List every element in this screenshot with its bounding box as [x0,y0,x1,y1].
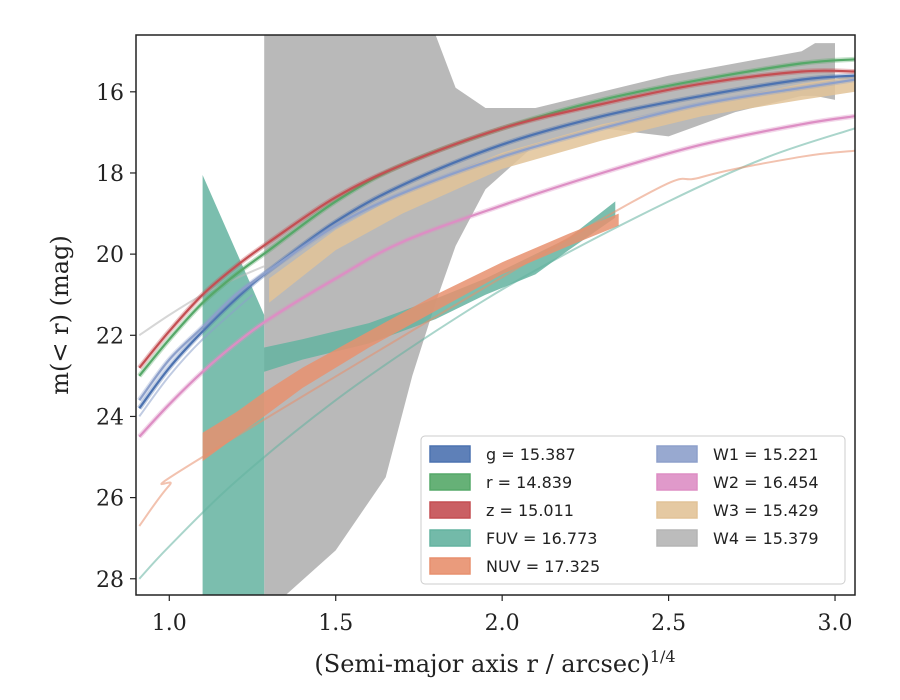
band-layer [202,35,855,595]
legend-box [420,435,846,585]
y-tick-label: 16 [96,81,124,106]
legend-label-nuv: NUV = 17.325 [486,557,600,576]
y-tick-label: 20 [96,243,124,268]
y-tick-label: 28 [96,568,124,593]
band-w3 [269,75,855,303]
faint-line-fuv [138,127,855,580]
band-fuv [202,175,616,595]
x-tick-label: 1.5 [318,611,353,636]
x-tick-label: 1.0 [152,611,187,636]
y-tick-label: 22 [96,324,124,349]
series-line-z [138,69,855,369]
series-line-w2 [138,115,855,438]
legend-label-z: z = 15.011 [486,501,574,520]
legend-swatch-nuv [429,557,471,575]
legend-label-w1: W1 = 15.221 [713,445,819,464]
y-axis-title: m(< r) (mag) [46,235,74,394]
x-tick-label: 2.0 [485,611,520,636]
band-nuv [202,213,619,462]
legend-label-g: g = 15.387 [486,445,576,464]
legend-swatch-g [429,445,471,463]
legend-label-w3: W3 = 15.429 [713,501,819,520]
legend-label-r: r = 14.839 [486,473,572,492]
legend-swatch-w3 [656,501,698,519]
legend-swatch-w2 [656,473,698,491]
y-tick-label: 24 [96,405,124,430]
y-tick-label: 26 [96,487,124,512]
series-line-g [138,74,855,409]
x-axis-title: (Semi-major axis r / arcsec)1/4 [314,647,675,678]
y-tick-label: 18 [96,162,124,187]
legend-swatch-w1 [656,445,698,463]
legend-label-w4: W4 = 15.379 [713,529,819,548]
x-axis: 1.0 1.5 2.0 2.5 3.0 [152,595,853,636]
legend-label-w2: W2 = 16.454 [713,473,819,492]
line-layer [137,56,855,580]
series-line-w1 [138,78,855,401]
plot-frame [135,34,856,596]
faint-line-w1 [138,293,254,417]
legend: g = 15.387 r = 14.839 z = 15.011 FUV = 16.7… [420,435,846,585]
legend-swatch-fuv [429,529,471,547]
x-tick-label: 2.5 [651,611,686,636]
legend-swatch-z [429,501,471,519]
faint-line-nuv [138,149,855,527]
x-tick-label: 3.0 [818,611,853,636]
y-axis: 16 18 20 22 24 26 28 [96,81,136,593]
legend-swatch-r [429,473,471,491]
legend-swatch-w4 [656,529,698,547]
legend-label-fuv: FUV = 16.773 [486,529,597,548]
band-w4 [264,35,835,595]
